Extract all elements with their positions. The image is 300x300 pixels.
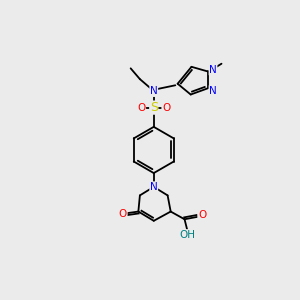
Text: S: S (150, 101, 158, 114)
Text: N: N (150, 86, 158, 96)
Text: O: O (119, 209, 127, 219)
Text: OH: OH (180, 230, 196, 240)
Text: O: O (162, 103, 170, 112)
Text: O: O (198, 210, 206, 220)
Text: N: N (150, 182, 158, 192)
Text: N: N (209, 86, 217, 96)
Text: O: O (137, 103, 146, 112)
Text: N: N (209, 65, 217, 75)
